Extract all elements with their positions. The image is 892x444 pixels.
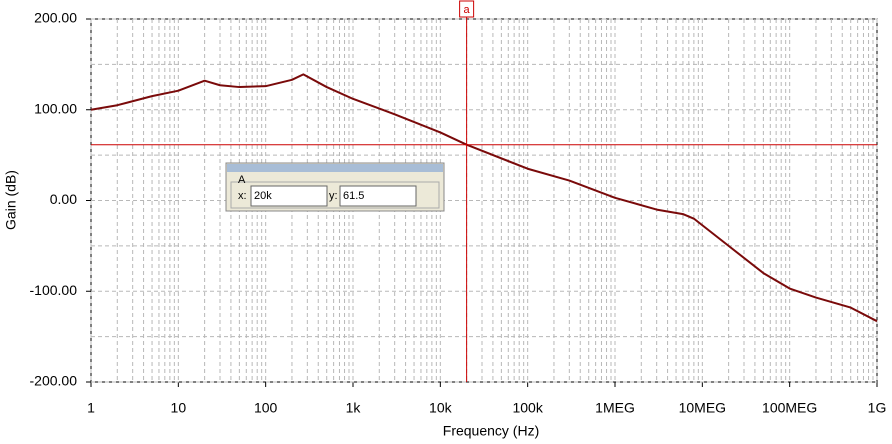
box-title: A bbox=[238, 174, 246, 186]
box-group bbox=[230, 181, 440, 209]
gain-line bbox=[90, 73, 878, 323]
x-field-value: 20k bbox=[254, 190, 272, 202]
y-tick-label: 0.00 bbox=[50, 191, 77, 207]
x-field[interactable] bbox=[250, 185, 328, 207]
cursor-box[interactable]: A x: 20k y: 61.5 bbox=[225, 162, 445, 212]
x-tick-label: 10 bbox=[171, 400, 187, 416]
x-tick-label: 10k bbox=[429, 400, 453, 416]
x-tick-label: 1 bbox=[87, 400, 95, 416]
box-titlebar bbox=[227, 164, 443, 172]
x-tick-label: 100 bbox=[254, 400, 278, 416]
y-tick-label: -100.00 bbox=[30, 282, 78, 298]
x-tick-label: 1k bbox=[346, 400, 362, 416]
x-axis-label: Frequency (Hz) bbox=[443, 423, 539, 439]
y-tick-label: 100.00 bbox=[34, 100, 77, 116]
y-field-value: 61.5 bbox=[343, 190, 364, 202]
x-tick-label: 10MEG bbox=[679, 400, 726, 416]
x-tick-label: 1G bbox=[868, 400, 887, 416]
x-tick-label: 100MEG bbox=[762, 400, 817, 416]
y-axis-label: Gain (dB) bbox=[3, 170, 19, 230]
y-field-label: y: bbox=[329, 190, 338, 202]
cursor-tag bbox=[459, 0, 475, 18]
y-tick-label: 200.00 bbox=[34, 10, 77, 26]
y-tick-label: -200.00 bbox=[30, 373, 78, 389]
x-tick-label: 1MEG bbox=[595, 400, 635, 416]
x-tick-label: 100k bbox=[512, 400, 543, 416]
y-field[interactable] bbox=[339, 185, 417, 207]
cursor-tag-label: a bbox=[464, 4, 471, 16]
x-field-label: x: bbox=[238, 190, 247, 202]
